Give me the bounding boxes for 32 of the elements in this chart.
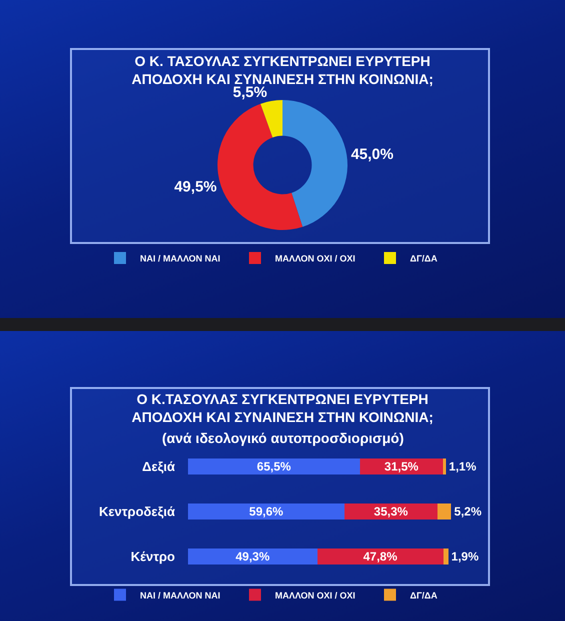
data-label: 47,8% bbox=[363, 550, 398, 564]
data-label: 1,9% bbox=[451, 550, 479, 564]
data-label: 31,5% bbox=[384, 460, 419, 474]
bar bbox=[318, 548, 444, 565]
data-label: 5,2% bbox=[454, 504, 482, 518]
bar bbox=[188, 503, 345, 520]
chart-title: Ο Κ.ΤΑΣΟΥΛΑΣ ΣΥΓΚΕΝΤΡΩΝΕΙ ΕΥΡΥΤΕΡΗ ΑΠΟΔΟΧΗ ΚΑΙ ΣΥΝΑΙΝΕΣΗ ΣΤΗΝ ΚΟΙΝΩΝΙΑ; bbox=[132, 391, 434, 426]
bar bbox=[443, 458, 446, 475]
data-label: 59,6% bbox=[249, 504, 284, 518]
bar bbox=[188, 458, 360, 475]
donut-slice bbox=[218, 104, 303, 230]
donut-slice bbox=[282, 100, 348, 227]
bar bbox=[188, 548, 318, 565]
data-label: 1,1% bbox=[448, 460, 477, 474]
y-tick-label: Δεξιά bbox=[142, 459, 176, 474]
data-label: 35,3% bbox=[374, 504, 408, 518]
legend-label: ΜΑΛΛΟΝ ΟΧΙ / ΟΧΙ bbox=[275, 590, 356, 600]
legend-label: ΜΑΛΛΟΝ ΟΧΙ / ΟΧΙ bbox=[275, 254, 356, 264]
legend-label: ΔΓ/ΔΑ bbox=[410, 254, 438, 264]
bar bbox=[443, 548, 448, 565]
legend-label: ΔΓ/ΔΑ bbox=[410, 590, 438, 600]
data-label: 49,5% bbox=[174, 178, 217, 196]
bar bbox=[437, 503, 452, 520]
data-label: 49,3% bbox=[236, 550, 270, 564]
chart-subtitle: (ανά ιδεολογικό αυτοπροσδιορισμό) bbox=[162, 430, 404, 446]
y-tick-label: Κέντρο bbox=[130, 549, 176, 564]
data-label: 45,0% bbox=[350, 146, 394, 164]
data-label: 65,5% bbox=[256, 460, 292, 474]
donut-slice bbox=[260, 100, 282, 138]
legend-label: ΝΑΙ / ΜΑΛΛΟΝ ΝΑΙ bbox=[140, 254, 220, 264]
y-tick-label: Κεντροδεξιά bbox=[98, 504, 175, 520]
legend-label: ΝΑΙ / ΜΑΛΛΟΝ ΝΑΙ bbox=[140, 590, 220, 600]
